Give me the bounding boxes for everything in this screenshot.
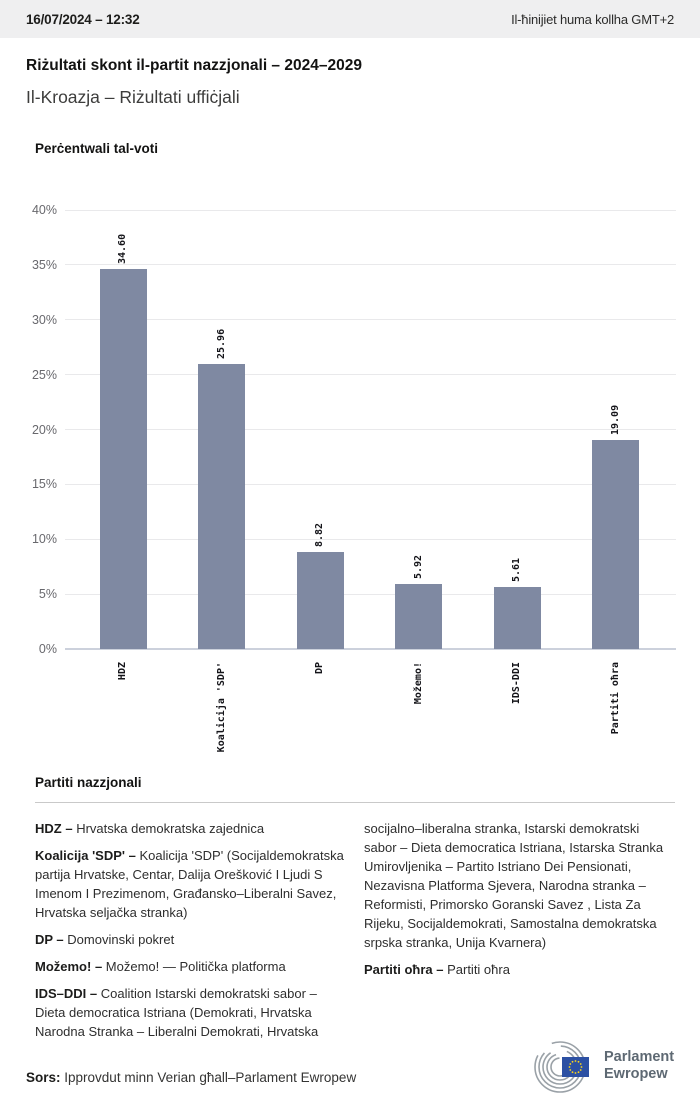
gridline — [65, 264, 676, 266]
y-axis-tick-label: 15% — [31, 477, 57, 492]
source-note: Sors: Ipprovdut minn Verian għall–Parlam… — [26, 1070, 356, 1085]
bar — [493, 587, 541, 649]
party-entry: Partiti oħra – Partiti oħra — [364, 960, 675, 979]
page-subtitle: Il-Kroazja – Riżultati uffiċjali — [26, 87, 240, 107]
x-axis-category-label: Možemo! — [412, 662, 424, 705]
bar-value-label: 5.92 — [412, 554, 424, 579]
eu-parliament-logo — [534, 1041, 589, 1093]
logo-line1: Parlament — [604, 1049, 675, 1065]
party-name: Partiti oħra – — [364, 962, 444, 977]
eu-flag-icon — [562, 1057, 589, 1077]
y-axis-tick-label: 40% — [31, 203, 57, 217]
party-desc: Coalition Istarski demokratski sabor – D… — [35, 821, 664, 1039]
party-desc: Možemo! — Politička platforma — [105, 959, 286, 974]
x-axis-category-label: Koalicija 'SDP' — [215, 662, 227, 753]
page-title: Riżultati skont il-partit nazzjonali – 2… — [26, 57, 362, 74]
party-desc: Domovinski pokret — [67, 932, 175, 947]
bar — [296, 552, 344, 649]
party-name: Možemo! – — [35, 959, 103, 974]
y-axis-tick-label: 10% — [31, 532, 57, 547]
party-desc: Koalicija 'SDP' (Socijaldemokratska part… — [35, 848, 344, 920]
report-datetime: 16/07/2024 – 12:32 — [26, 11, 140, 27]
bar — [99, 269, 147, 649]
party-desc: Hrvatska demokratska zajednica — [76, 821, 265, 836]
source-text: Ipprovdut minn Verian għall–Parlament Ew… — [64, 1070, 357, 1085]
y-axis-tick-label: 35% — [31, 257, 57, 272]
party-list-heading: Partiti nazzjonali — [35, 775, 142, 790]
party-desc: Partiti oħra — [447, 962, 510, 977]
gridline — [65, 374, 676, 376]
y-axis-tick-label: 20% — [31, 422, 57, 437]
bar-value-label: 5.61 — [511, 558, 522, 583]
party-list: HDZ – Hrvatska demokratska zajednica Koa… — [35, 819, 675, 1057]
party-name: DP – — [35, 932, 64, 947]
source-label: Sors: — [26, 1070, 61, 1085]
y-axis-tick-label: 5% — [38, 587, 57, 602]
timezone-note: Il-ħinijiet huma kollha GMT+2 — [511, 11, 674, 27]
bar-value-label: 8.82 — [314, 523, 325, 548]
bar — [395, 584, 442, 649]
gridline — [65, 429, 676, 430]
bar-value-label: 34.60 — [117, 234, 128, 265]
top-bar: 16/07/2024 – 12:32 Il-ħinijiet huma koll… — [0, 0, 700, 38]
x-axis-category-label: DP — [314, 662, 325, 675]
bar-value-label: 25.96 — [215, 328, 227, 360]
gridline — [65, 209, 676, 211]
party-name: HDZ – — [35, 821, 73, 836]
party-entry: HDZ – Hrvatska demokratska zajednica — [35, 819, 346, 838]
y-axis-tick-label: 30% — [31, 312, 57, 327]
party-entry: IDS–DDI – Coalition Istarski demokratski… — [35, 819, 675, 1057]
gridline — [65, 593, 676, 595]
x-axis-category-label: HDZ — [117, 662, 128, 681]
y-axis-tick-label: 25% — [31, 367, 57, 382]
x-axis-category-label: Partiti oħra — [609, 662, 621, 735]
y-axis-tick-label: 0% — [38, 642, 57, 656]
chart-title: Perċentwali tal-voti — [35, 141, 159, 156]
logo-line2: Ewropew — [604, 1066, 668, 1082]
gridline — [65, 483, 676, 485]
logo-text: Parlament Ewropew — [604, 1049, 674, 1083]
bar-value-label: 19.09 — [609, 404, 621, 435]
gridline — [65, 538, 676, 540]
divider — [35, 802, 675, 803]
party-entry: Možemo! – Možemo! — Politička platforma — [35, 957, 346, 976]
party-entry: Koalicija 'SDP' – Koalicija 'SDP' (Socij… — [35, 846, 346, 922]
bar — [592, 439, 639, 649]
party-name: Koalicija 'SDP' – — [35, 848, 136, 863]
gridline — [65, 319, 676, 321]
x-axis-line — [65, 648, 676, 650]
party-name: IDS–DDI – — [35, 986, 98, 1001]
bar — [198, 364, 245, 649]
party-entry: DP – Domovinski pokret — [35, 930, 346, 949]
x-axis-category-label: IDS-DDI — [511, 662, 522, 705]
